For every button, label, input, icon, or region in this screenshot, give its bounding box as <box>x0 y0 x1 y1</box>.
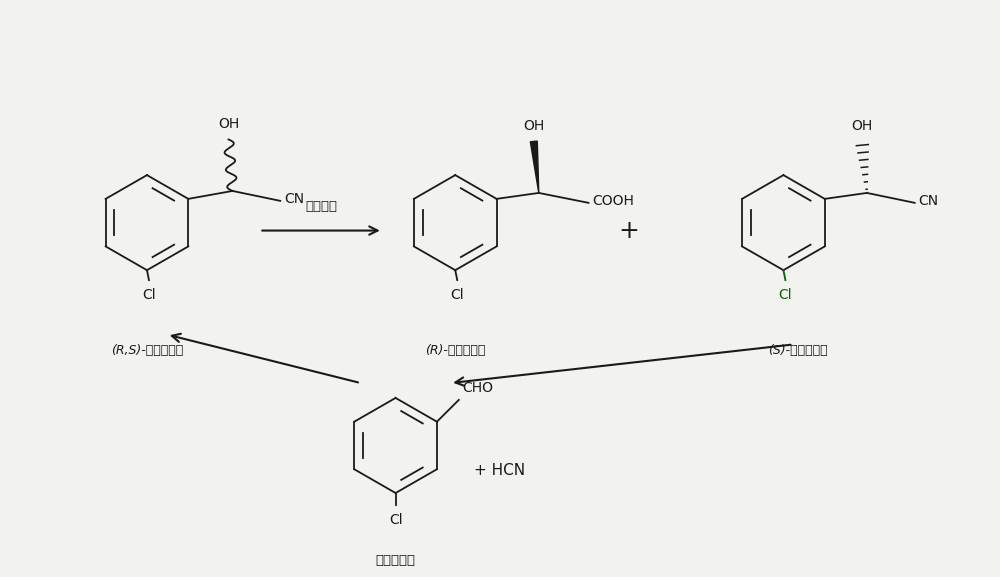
Text: CN: CN <box>919 194 939 208</box>
Text: (S)-邻氯扁桃腣: (S)-邻氯扁桃腣 <box>769 344 828 358</box>
Text: Cl: Cl <box>779 288 792 302</box>
Text: OH: OH <box>218 117 239 130</box>
Text: Cl: Cl <box>450 288 464 302</box>
Text: COOH: COOH <box>592 194 634 208</box>
Text: (R,S)-邻氯扁桃腣: (R,S)-邻氯扁桃腣 <box>111 344 183 358</box>
Text: 腸水解酶: 腸水解酶 <box>305 200 337 213</box>
Text: 邻氯苯甲醛: 邻氯苯甲醛 <box>376 554 416 567</box>
Polygon shape <box>530 141 539 193</box>
Text: OH: OH <box>851 118 873 133</box>
Text: +: + <box>619 219 640 242</box>
Text: + HCN: + HCN <box>474 463 526 478</box>
Text: OH: OH <box>523 118 544 133</box>
Text: (R)-邻氯扁桃酸: (R)-邻氯扁桃酸 <box>425 344 485 358</box>
Text: CN: CN <box>284 192 304 206</box>
Text: CHO: CHO <box>462 381 493 395</box>
Text: Cl: Cl <box>142 288 156 302</box>
Text: Cl: Cl <box>389 513 402 527</box>
